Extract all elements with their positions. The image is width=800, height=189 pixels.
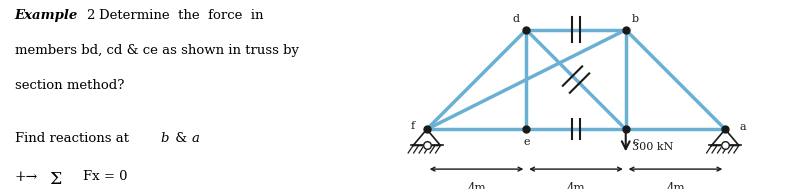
Text: Σ: Σ [50, 171, 62, 188]
Text: f: f [411, 121, 415, 131]
Text: 4m: 4m [467, 182, 486, 189]
Text: 4m: 4m [566, 182, 586, 189]
Text: a: a [739, 122, 746, 132]
Text: 2: 2 [86, 9, 95, 22]
Text: section method?: section method? [14, 79, 124, 92]
Text: c: c [633, 137, 639, 147]
Text: a: a [191, 132, 199, 145]
Text: Example: Example [14, 9, 78, 22]
Text: +→: +→ [14, 170, 38, 184]
Text: Find reactions at: Find reactions at [14, 132, 133, 145]
Text: Determine  the  force  in: Determine the force in [99, 9, 264, 22]
Text: 4m: 4m [666, 182, 685, 189]
Text: d: d [513, 14, 520, 24]
Text: b: b [160, 132, 169, 145]
Text: b: b [632, 14, 639, 24]
Text: Fx = 0: Fx = 0 [83, 170, 127, 183]
Text: 300 kN: 300 kN [632, 142, 674, 152]
Text: &: & [171, 132, 191, 145]
Text: members bd, cd & ce as shown in truss by: members bd, cd & ce as shown in truss by [14, 44, 298, 57]
Text: e: e [523, 137, 530, 147]
